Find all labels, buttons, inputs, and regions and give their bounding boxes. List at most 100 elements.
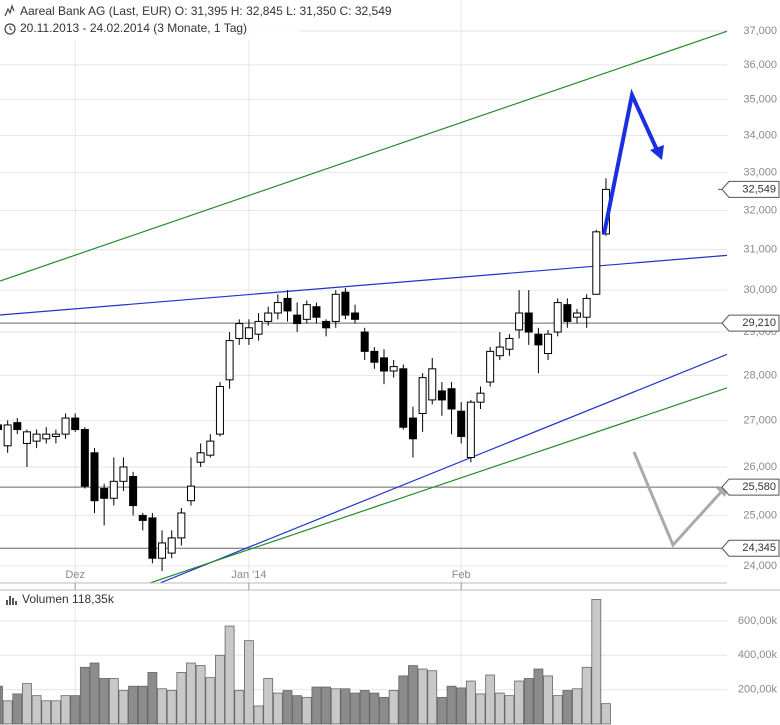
volume-bar xyxy=(572,688,582,725)
candle-body xyxy=(71,417,80,431)
volume-bar xyxy=(166,690,177,725)
volume-bar xyxy=(301,696,312,725)
volume-bar xyxy=(282,690,293,725)
candle-body xyxy=(283,297,292,312)
volume-bar xyxy=(70,695,81,725)
volume-bar xyxy=(581,666,592,725)
volume-bar xyxy=(504,695,515,725)
candle-body xyxy=(90,452,99,502)
volume-bar xyxy=(398,675,409,725)
volume-bar xyxy=(330,688,341,725)
volume-bar xyxy=(147,672,158,725)
level-label-box xyxy=(721,539,780,557)
y-tick-label: 28,000 xyxy=(743,369,777,381)
candle-body xyxy=(370,350,379,363)
candle-body xyxy=(582,297,591,318)
y-tick-label: 400,00k xyxy=(738,649,778,661)
volume-bar xyxy=(272,692,283,725)
volume-bar xyxy=(79,666,90,725)
volume-bar xyxy=(99,678,110,725)
level-label: 25,580 xyxy=(742,481,776,493)
level-label-box xyxy=(721,478,780,496)
level-label-box xyxy=(721,180,780,198)
candle-body xyxy=(466,401,475,459)
candle-body xyxy=(32,433,41,442)
volume-bar xyxy=(436,696,447,725)
volume-bar xyxy=(215,654,225,725)
volume-bar xyxy=(591,599,602,725)
candle-body xyxy=(51,433,60,437)
candle-body xyxy=(22,431,31,444)
volume-bar xyxy=(388,690,399,725)
volume-bar xyxy=(176,672,187,725)
candle-body xyxy=(42,433,51,440)
volume-bar xyxy=(562,690,573,725)
candle-body xyxy=(225,340,234,381)
y-tick-label: 25,000 xyxy=(743,509,777,521)
candle-body xyxy=(380,357,388,372)
arrow xyxy=(632,451,724,548)
volume-bar xyxy=(427,670,438,725)
levels xyxy=(0,322,724,549)
volume-bar xyxy=(494,692,505,725)
volume-bar xyxy=(552,695,563,725)
volume-bar xyxy=(263,678,274,725)
candle-body xyxy=(3,424,12,447)
level-label: 32,549 xyxy=(742,183,776,195)
candle-body xyxy=(61,417,70,435)
candle-body xyxy=(293,314,302,325)
volume-bar xyxy=(340,688,351,725)
level-label-box xyxy=(721,314,780,332)
volume-bar xyxy=(292,695,303,725)
x-tick-label: Jan '14 xyxy=(231,569,266,581)
y-tick-label: 33,000 xyxy=(743,166,777,178)
candle-body xyxy=(486,350,495,383)
labels: 24,00025,00026,00027,00028,00029,00030,0… xyxy=(65,25,780,696)
volume-bar xyxy=(446,685,457,725)
candle-body xyxy=(148,517,157,559)
volume-bar xyxy=(311,686,322,725)
candle-body xyxy=(418,377,427,415)
volume-bar xyxy=(456,687,467,725)
candle-body xyxy=(534,333,543,346)
candle-body xyxy=(476,392,485,403)
candle-body xyxy=(457,410,466,437)
x-tick-label: Dez xyxy=(65,569,85,581)
y-tick-label: 200,00k xyxy=(738,684,778,696)
volume-bar xyxy=(369,692,380,725)
candle-body xyxy=(158,542,167,559)
candle-body xyxy=(331,293,340,322)
volume-bar xyxy=(601,703,611,725)
volume-bar xyxy=(523,678,534,725)
volume-bar xyxy=(321,686,332,725)
volume-bar xyxy=(2,700,13,725)
volume-bar xyxy=(234,690,245,725)
candle-body xyxy=(13,422,22,431)
volume-bar xyxy=(12,693,23,725)
y-tick-label: 27,000 xyxy=(743,414,777,426)
candle-body xyxy=(544,333,553,355)
volume-bar xyxy=(417,668,428,725)
y-tick-label: 35,000 xyxy=(743,94,777,106)
volume-bar xyxy=(31,695,42,725)
volume-bar xyxy=(408,665,418,725)
header-bg xyxy=(0,0,300,40)
candle-body xyxy=(119,466,128,482)
clock-icon xyxy=(4,23,16,35)
volume-bar xyxy=(128,685,139,725)
chart-title: Aareal Bank AG (Last, EUR) O: 31,395 H: … xyxy=(20,4,392,18)
trend-line xyxy=(0,254,727,316)
candle-body xyxy=(177,512,186,539)
trend-line xyxy=(149,387,727,583)
candle-body xyxy=(215,385,224,435)
volume-bar xyxy=(195,665,206,725)
candle-body xyxy=(312,306,321,318)
candle-body xyxy=(264,312,273,322)
candle-body xyxy=(138,514,147,521)
volume-bar xyxy=(253,705,264,725)
candles xyxy=(0,178,610,572)
volume-bar xyxy=(157,688,167,725)
candle-body xyxy=(244,327,253,339)
candle-body xyxy=(167,537,176,554)
